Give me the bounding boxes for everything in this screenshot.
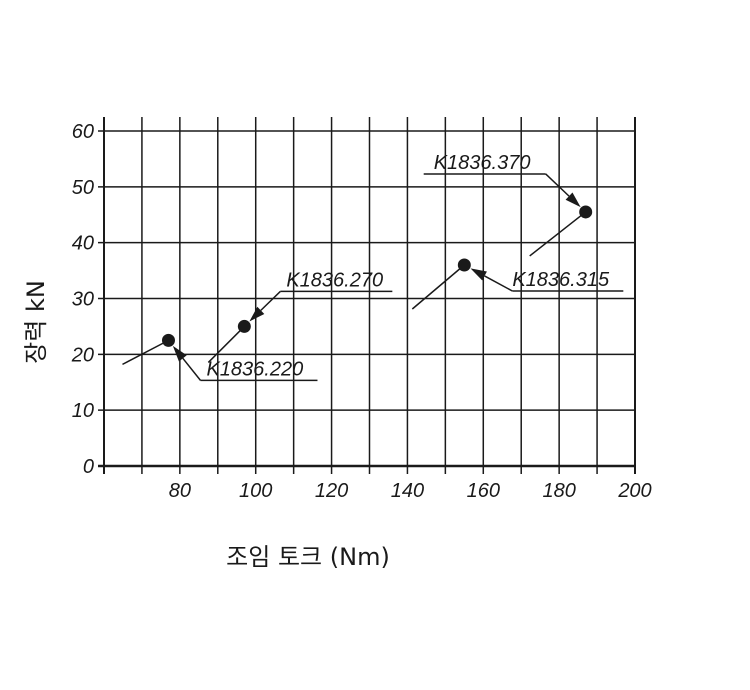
callout-tail bbox=[411, 264, 465, 310]
callout-tail bbox=[529, 211, 587, 257]
data-point bbox=[237, 319, 251, 333]
x-axis-title: 조임 토크 (Nm) bbox=[226, 543, 390, 571]
callout-leader bbox=[484, 275, 513, 292]
y-tick-label: 20 bbox=[71, 344, 94, 366]
y-axis-title: 장력 kN bbox=[22, 280, 50, 364]
y-tick-label: 50 bbox=[72, 177, 94, 199]
x-tick-label: 160 bbox=[467, 480, 500, 502]
x-tick-label: 80 bbox=[169, 480, 191, 502]
point-label: K1836.370 bbox=[434, 152, 531, 174]
callout-leader bbox=[260, 290, 281, 311]
callout-arrow bbox=[470, 268, 487, 281]
callout-tail bbox=[207, 325, 245, 363]
y-tick-labels: 0 10 20 30 40 50 60 bbox=[71, 121, 94, 478]
data-point bbox=[457, 258, 471, 272]
y-tick-label: 0 bbox=[83, 456, 94, 478]
callout-arrow bbox=[172, 345, 187, 362]
x-tick-label: 120 bbox=[315, 480, 348, 502]
data-points bbox=[161, 205, 593, 347]
x-tick-label: 140 bbox=[391, 480, 424, 502]
y-tick-label: 40 bbox=[72, 233, 94, 255]
callout-leader bbox=[545, 173, 570, 197]
data-point bbox=[579, 205, 593, 219]
point-label: K1836.220 bbox=[206, 358, 303, 380]
callouts: K1836.220 K1836.270 K1836.315 K1836.370 bbox=[122, 152, 624, 382]
grid bbox=[98, 117, 636, 474]
x-tick-label: 180 bbox=[542, 480, 575, 502]
x-tick-labels: 80 100 120 140 160 180 200 bbox=[169, 480, 652, 502]
x-tick-label: 100 bbox=[239, 480, 272, 502]
callout-leader bbox=[182, 357, 202, 381]
point-label: K1836.315 bbox=[512, 269, 610, 291]
x-tick-label: 200 bbox=[617, 480, 651, 502]
callout-tail bbox=[122, 339, 169, 366]
y-tick-label: 60 bbox=[72, 121, 94, 143]
data-point bbox=[161, 333, 175, 347]
point-label: K1836.270 bbox=[286, 269, 383, 291]
y-tick-label: 30 bbox=[72, 289, 94, 311]
callout-arrow bbox=[249, 306, 265, 322]
callout-arrow bbox=[565, 192, 581, 208]
y-tick-label: 10 bbox=[72, 400, 94, 422]
